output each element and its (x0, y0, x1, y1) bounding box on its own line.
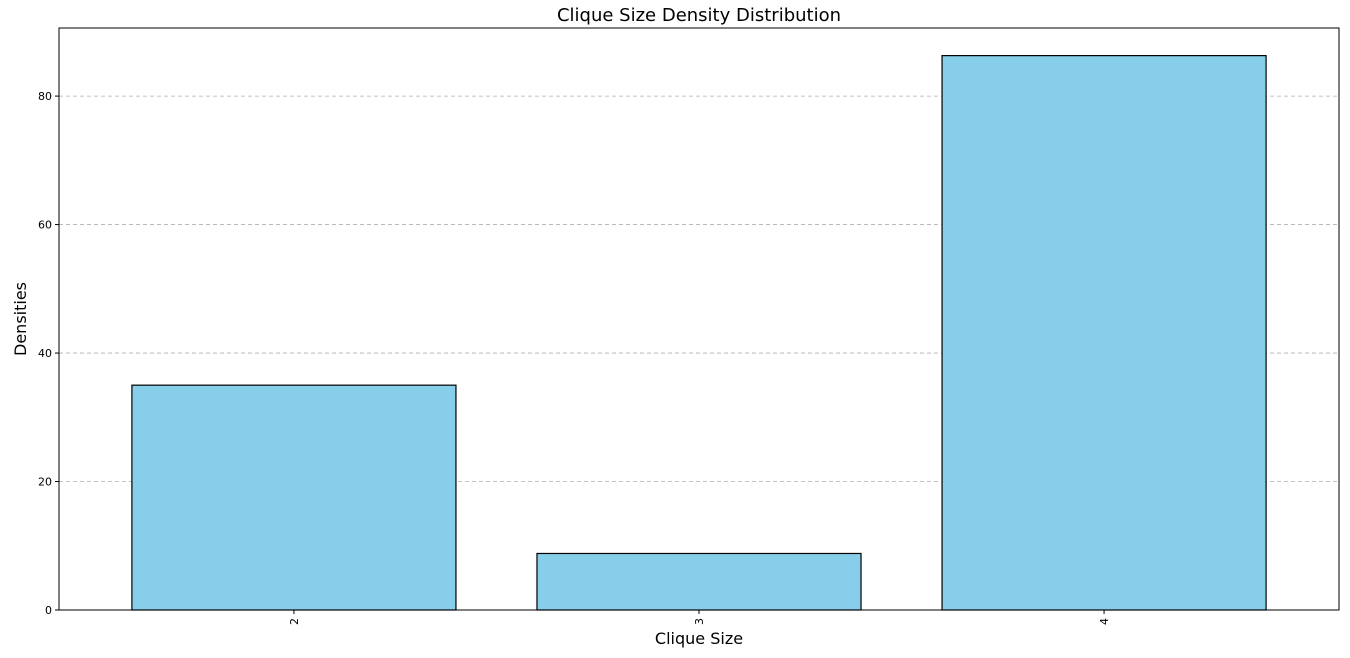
y-tick-label: 20 (38, 476, 52, 489)
y-tick-label: 80 (38, 90, 52, 103)
bar-3 (536, 552, 862, 611)
bar-2 (131, 384, 457, 611)
y-tick-label: 0 (45, 604, 52, 617)
x-tick-label: 2 (288, 618, 301, 625)
x-axis-label: Clique Size (655, 629, 743, 648)
chart-title: Clique Size Density Distribution (557, 5, 841, 26)
bar-4 (941, 55, 1267, 611)
y-tick-label: 60 (38, 219, 52, 232)
bars (131, 55, 1267, 611)
y-axis-ticks: 0 20 40 60 80 (38, 90, 59, 617)
x-tick-label: 3 (693, 618, 706, 625)
y-tick-label: 40 (38, 347, 52, 360)
x-tick-label: 4 (1098, 618, 1111, 625)
x-axis-ticks: 2 3 4 (288, 610, 1111, 625)
y-axis-label: Densities (11, 282, 30, 356)
